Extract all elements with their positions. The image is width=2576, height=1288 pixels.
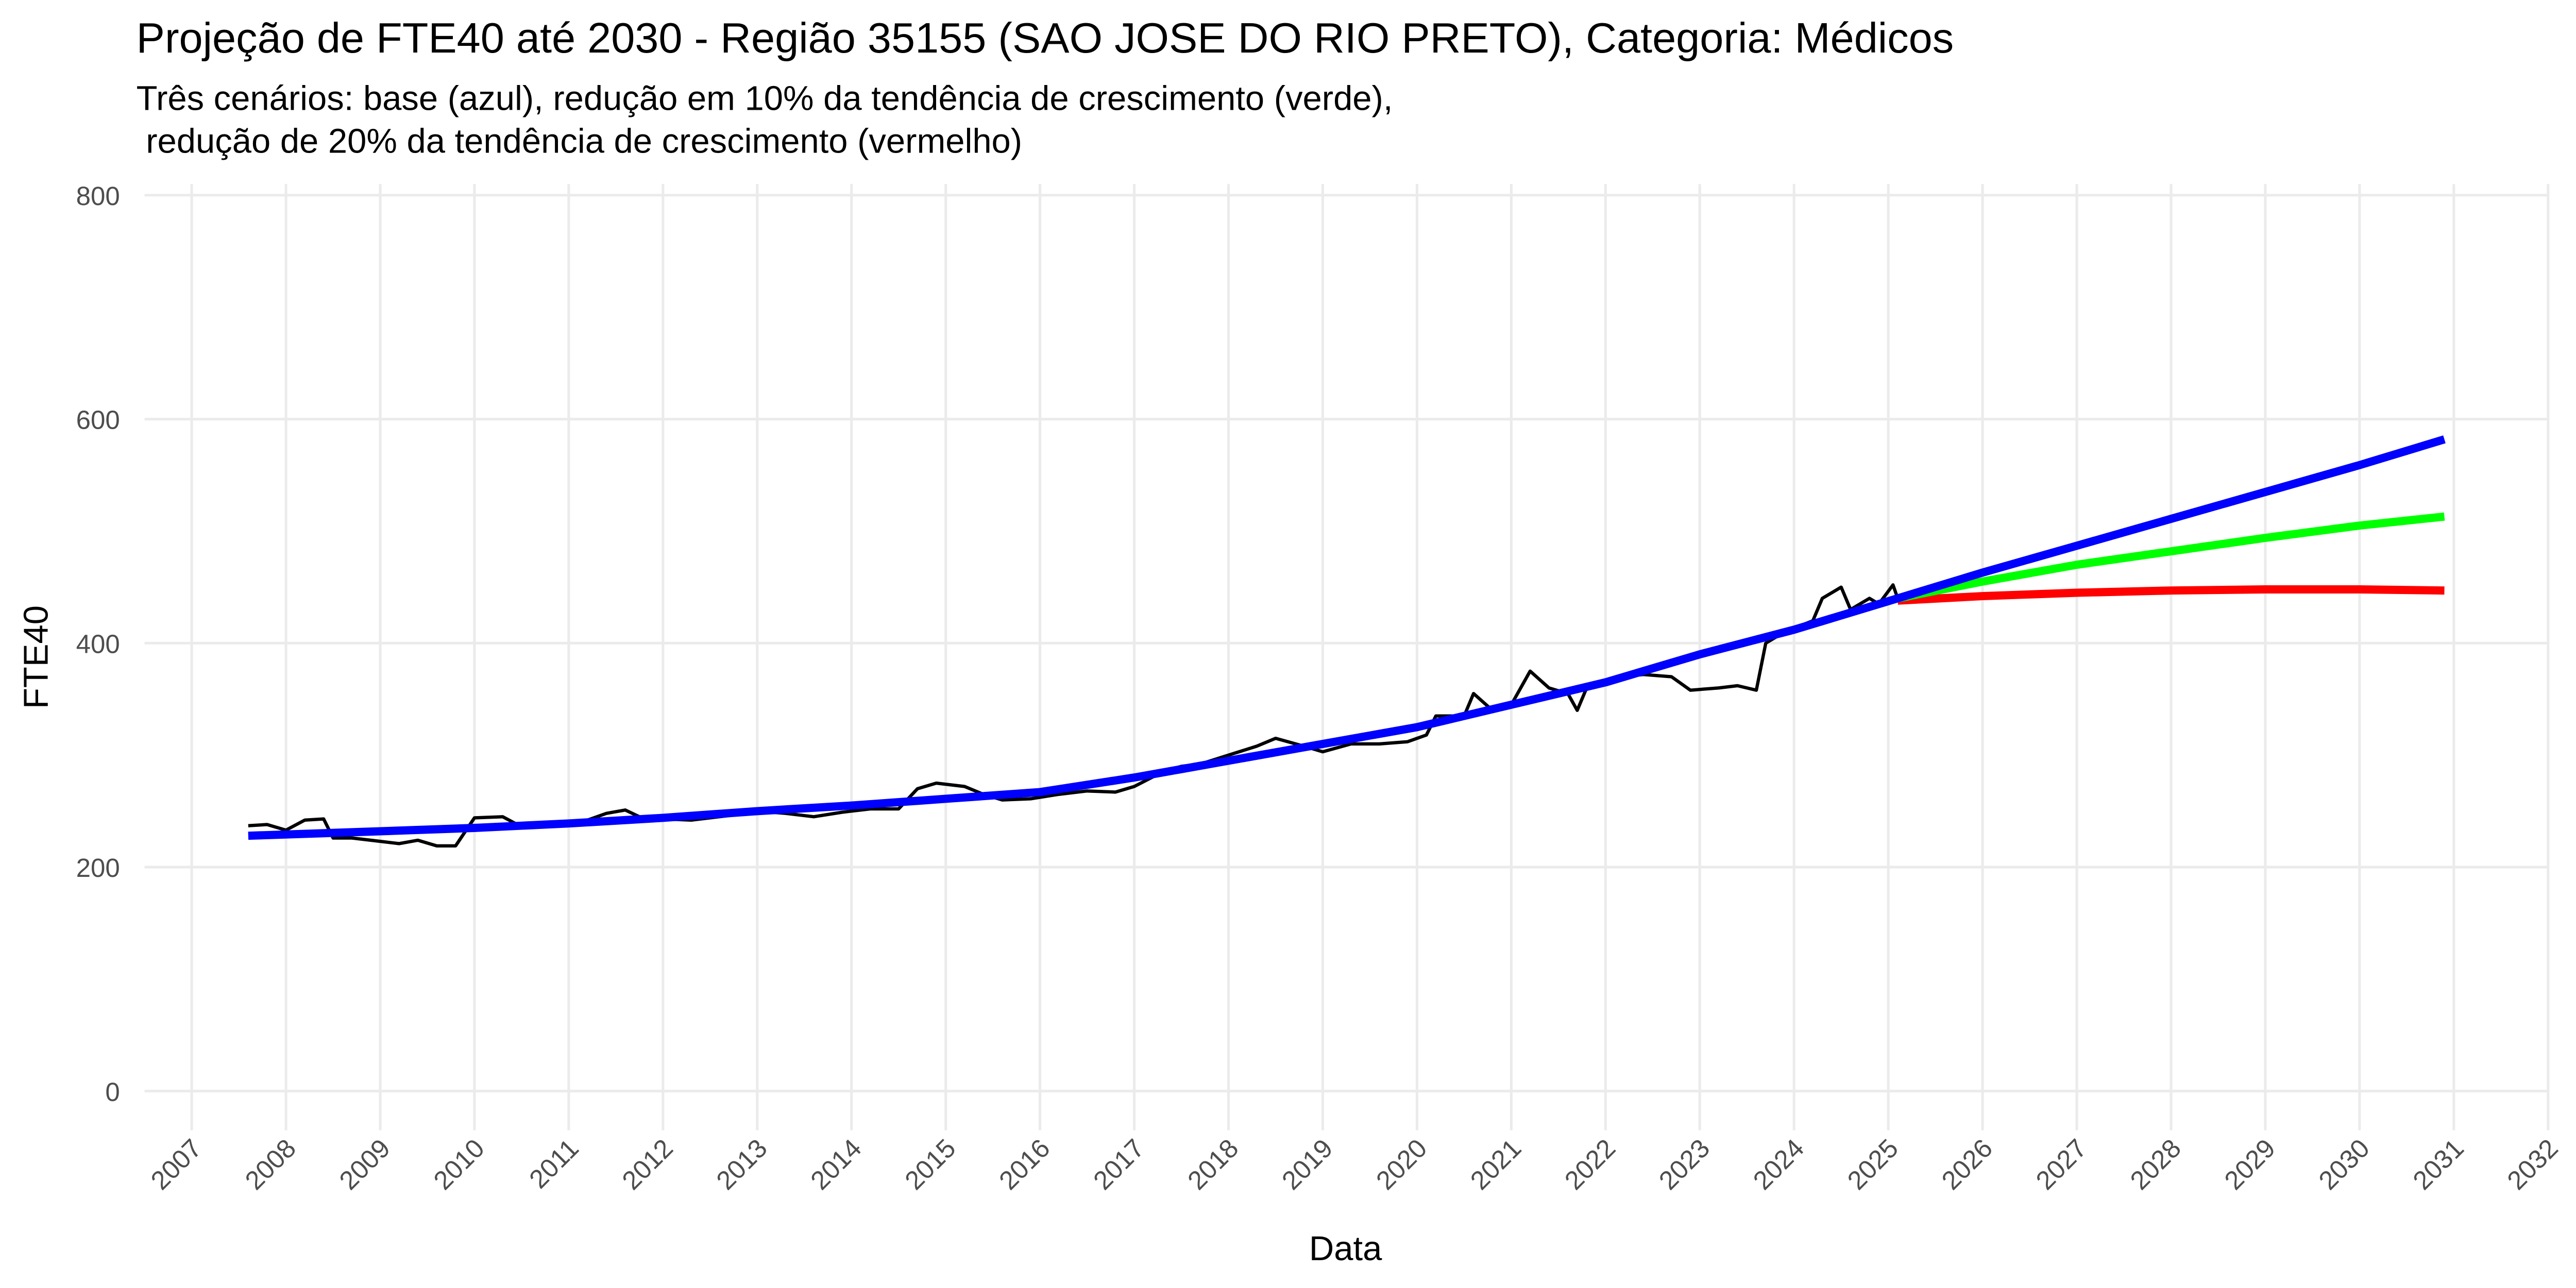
x-tick-label: 2015 — [899, 1133, 961, 1196]
x-tick-label: 2020 — [1370, 1133, 1433, 1196]
y-tick-label: 0 — [105, 1077, 120, 1107]
y-tick-label: 800 — [76, 181, 120, 211]
chart-subtitle: redução de 20% da tendência de crescimen… — [137, 122, 1022, 161]
x-tick-label: 2010 — [428, 1133, 490, 1196]
x-tick-label: 2019 — [1276, 1133, 1338, 1196]
chart-subtitle: Três cenários: base (azul), redução em 1… — [137, 79, 1393, 118]
x-tick-label: 2032 — [2501, 1133, 2564, 1196]
x-tick-label: 2013 — [710, 1133, 773, 1196]
x-axis-title: Data — [1309, 1229, 1382, 1268]
chart-title: Projeção de FTE40 até 2030 - Região 3515… — [137, 14, 1954, 62]
series-line — [1897, 585, 2445, 605]
x-tick-label: 2030 — [2313, 1133, 2375, 1196]
x-tick-label: 2009 — [334, 1133, 396, 1196]
x-tick-label: 2024 — [1748, 1133, 1810, 1196]
y-axis-title: FTE40 — [16, 605, 55, 709]
x-tick-label: 2011 — [523, 1133, 584, 1194]
x-tick-label: 2027 — [2030, 1133, 2093, 1196]
x-tick-label: 2016 — [993, 1133, 1056, 1196]
x-tick-label: 2023 — [1653, 1133, 1716, 1196]
x-tick-label: 2028 — [2125, 1133, 2187, 1196]
x-tick-label: 2018 — [1182, 1133, 1244, 1196]
x-tick-label: 2012 — [616, 1133, 679, 1196]
x-tick-label: 2026 — [1936, 1133, 1998, 1196]
x-tick-label: 2022 — [1559, 1133, 1621, 1196]
x-tick-label: 2025 — [1842, 1133, 1904, 1196]
x-tick-label: 2014 — [805, 1133, 867, 1196]
y-tick-label: 600 — [76, 405, 120, 435]
x-tick-label: 2031 — [2407, 1133, 2469, 1196]
x-tick-label: 2007 — [145, 1133, 208, 1196]
y-tick-label: 400 — [76, 629, 120, 658]
y-tick-label: 200 — [76, 853, 120, 883]
x-tick-label: 2017 — [1088, 1133, 1150, 1196]
x-tick-label: 2029 — [2218, 1133, 2281, 1196]
series-line — [248, 583, 1900, 848]
x-tick-label: 2021 — [1465, 1133, 1527, 1196]
series-line — [1896, 512, 2445, 603]
series-line — [248, 435, 2446, 840]
x-tick-label: 2008 — [240, 1133, 302, 1196]
